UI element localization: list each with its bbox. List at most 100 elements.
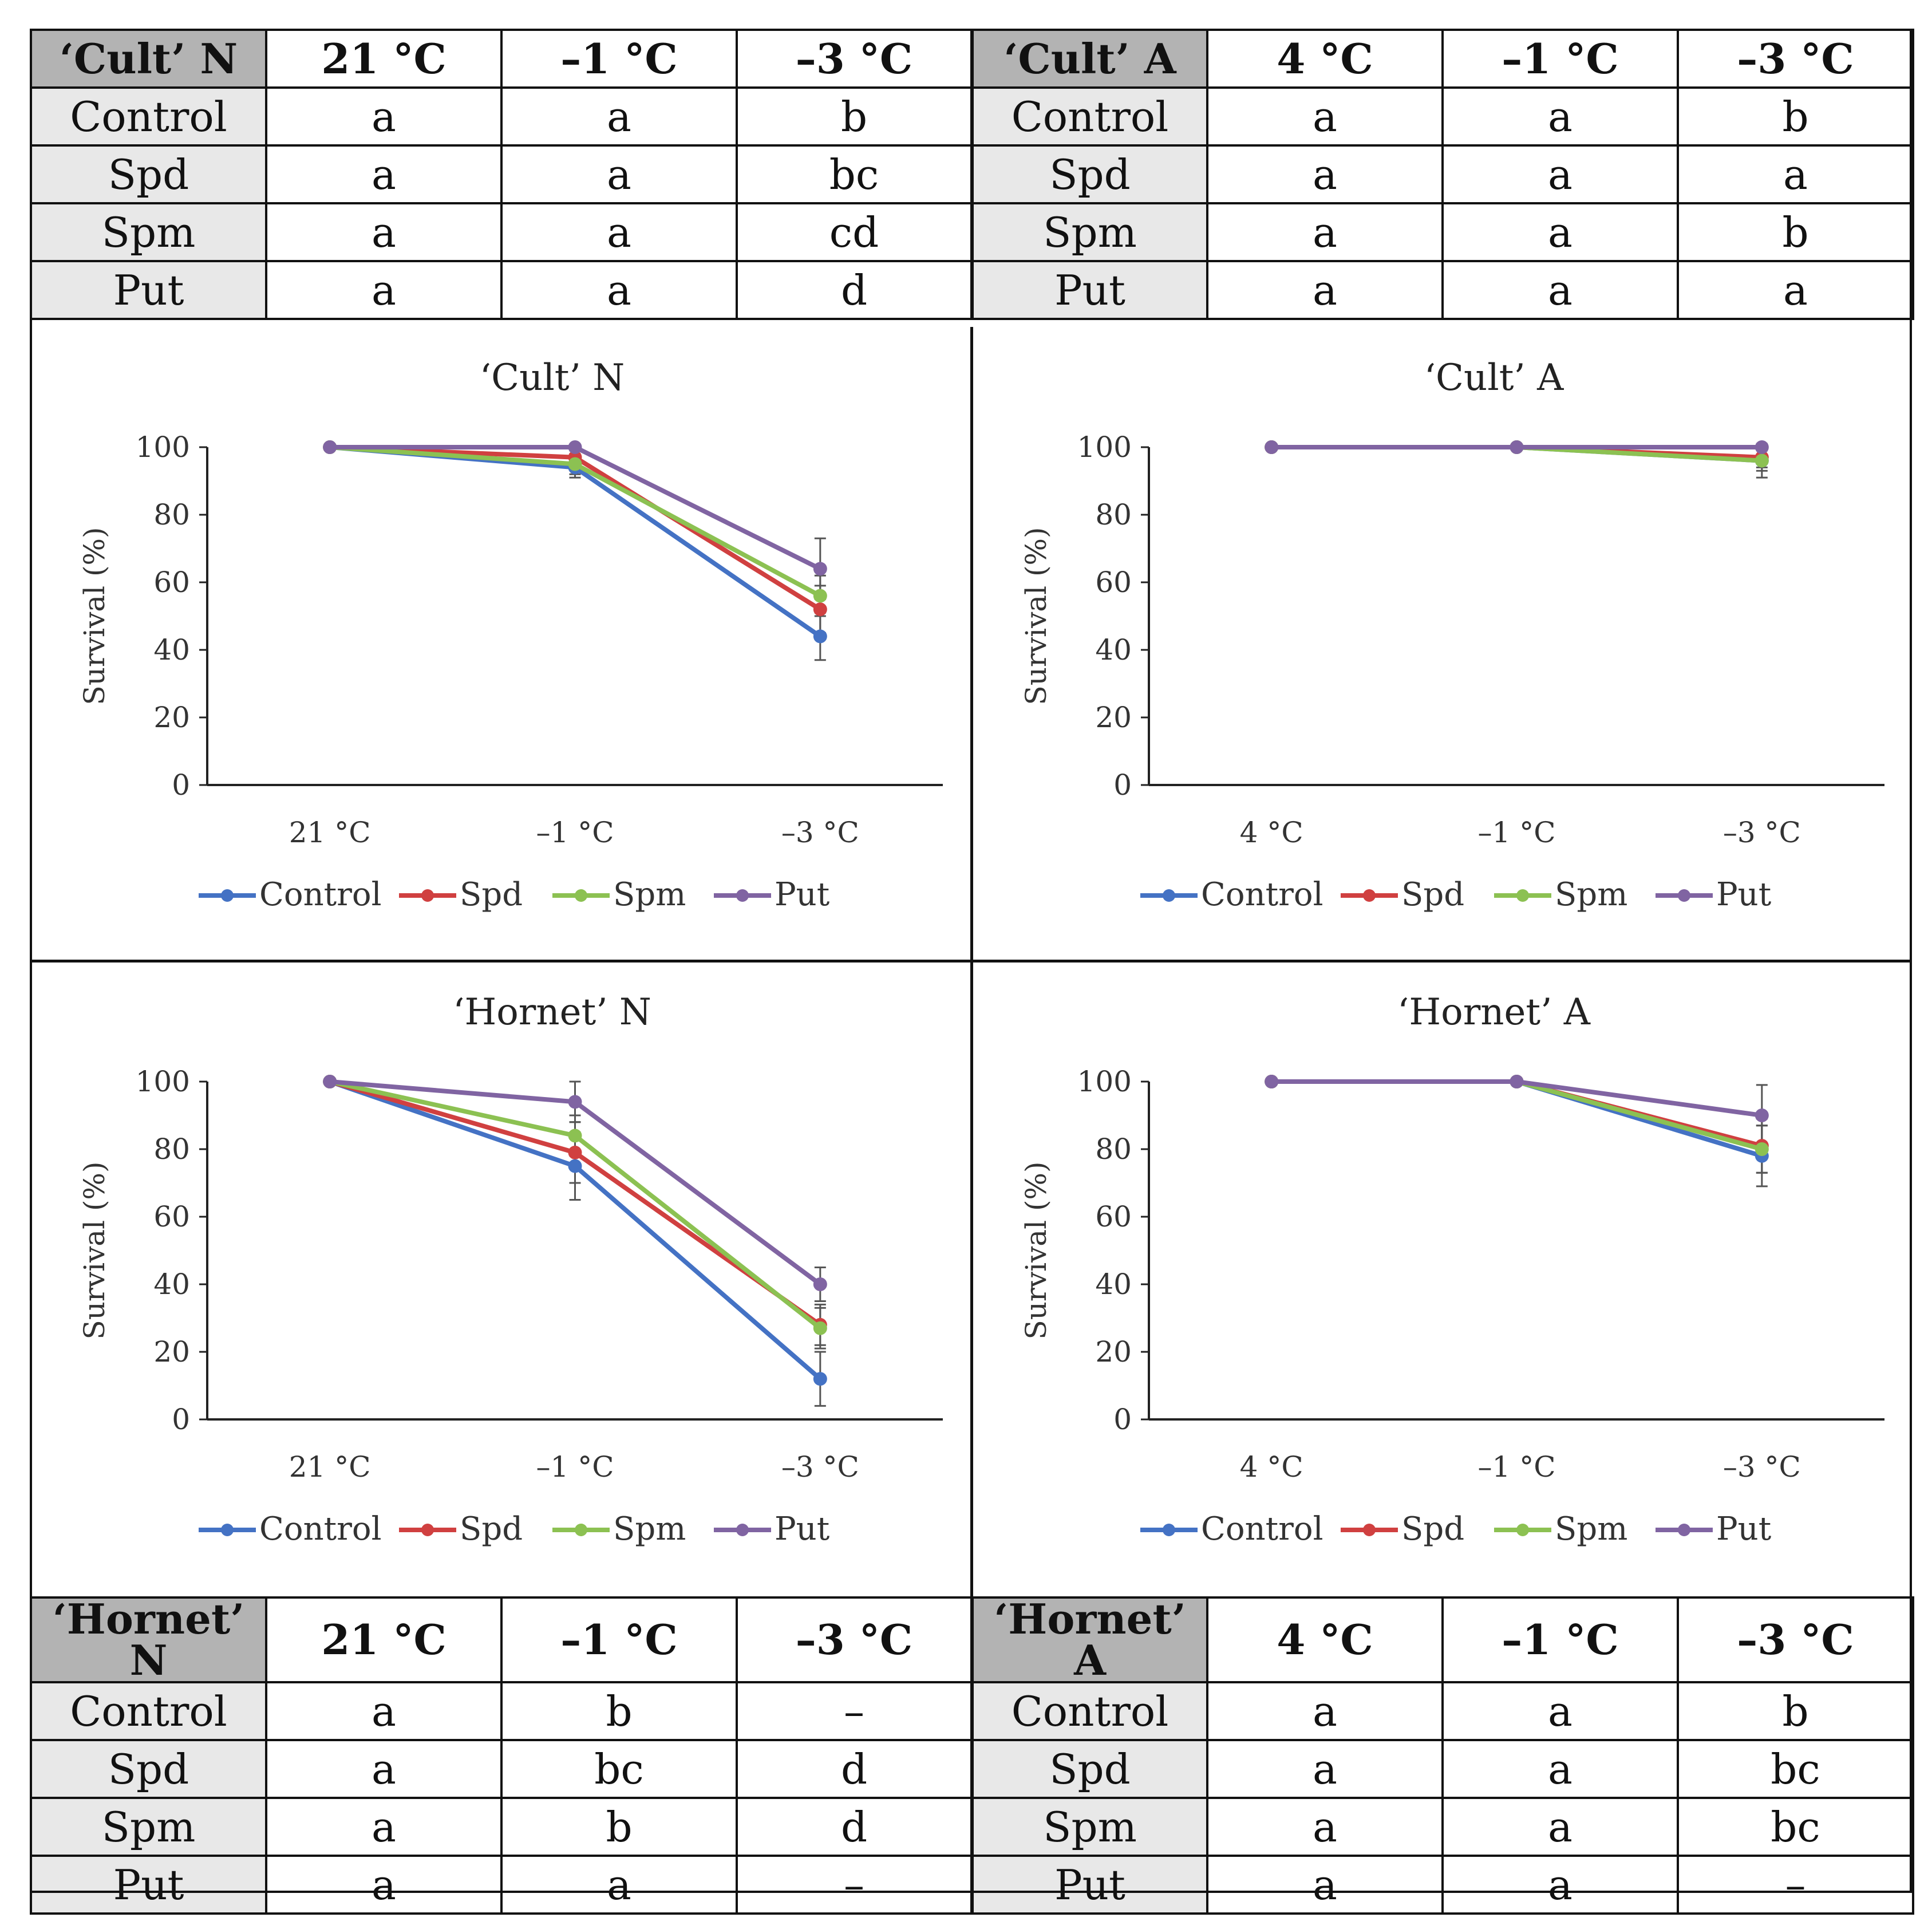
- legend-marker: [421, 889, 434, 902]
- y-tick-label: 60: [153, 1200, 190, 1233]
- data-point-put: [813, 1277, 827, 1291]
- legend-label: Spd: [460, 1510, 523, 1548]
- table-cell: a: [1206, 1797, 1444, 1857]
- table-cell: b: [1677, 202, 1914, 262]
- table-cell: d: [736, 1797, 973, 1857]
- table-cell: bc: [736, 144, 973, 204]
- table-cell: a: [265, 1681, 503, 1741]
- y-tick-label: 100: [136, 1065, 190, 1098]
- table-cell: –: [1677, 1855, 1914, 1915]
- legend-marker: [221, 889, 234, 902]
- table-cell: a: [1677, 144, 1914, 204]
- y-tick-label: 20: [1095, 701, 1132, 734]
- table-row: Put a a – Put a a –: [30, 1855, 1914, 1915]
- table-cell: a: [500, 202, 738, 262]
- table-header-cell: 4 °C: [1206, 1596, 1444, 1683]
- x-tick-label: –3 °C: [781, 1450, 859, 1484]
- legend-item-put: Put: [714, 876, 830, 913]
- table-cell: a: [1441, 1739, 1679, 1799]
- data-point-put: [1265, 1075, 1279, 1088]
- table-cell: a: [1206, 144, 1444, 204]
- y-axis-label: Survival (%): [78, 1161, 111, 1339]
- legend-label: Put: [775, 1510, 830, 1548]
- row-label: Control: [30, 1681, 267, 1741]
- x-tick-label: –3 °C: [1723, 1450, 1801, 1484]
- chart-panel-hornet-n: ‘Hornet’ N Survival (%) 0 20 40 60 80 100 21 °C –…: [30, 961, 970, 1596]
- legend-label: Spd: [1401, 1510, 1464, 1548]
- legend-marker: [1363, 1524, 1376, 1536]
- data-point-put: [568, 1095, 582, 1109]
- row-label: Spd: [970, 1739, 1208, 1799]
- x-tick-label: 4 °C: [1240, 816, 1303, 849]
- legend-label: Put: [775, 876, 830, 913]
- legend-item-spm: Spm: [1494, 876, 1627, 913]
- y-tick-label: 80: [153, 498, 190, 531]
- table-cell: cd: [736, 202, 973, 262]
- table-header-cell: –1 °C: [1441, 29, 1679, 89]
- chart-panel-cult-n: ‘Cult’ N Survival (%) 0 20 40 60 80 100 21 °C –1 …: [30, 327, 970, 960]
- data-point-spm: [568, 1129, 582, 1143]
- legend-item-put: Put: [1656, 876, 1772, 913]
- top-letters-table: ‘Cult’ N 21 °C –1 °C –3 °C ‘Cult’ A 4 °C…: [30, 29, 1914, 320]
- data-point-put: [1755, 440, 1769, 454]
- y-axis-label: Survival (%): [78, 527, 111, 705]
- legend-marker: [1678, 1524, 1690, 1536]
- legend-label: Spd: [460, 876, 523, 913]
- table-cell: bc: [1677, 1739, 1914, 1799]
- table-cell: a: [1206, 1855, 1444, 1915]
- legend-item-control: Control: [199, 1510, 382, 1548]
- row-label: Put: [30, 1855, 267, 1915]
- table-row: Spm a a cd Spm a a b: [30, 202, 1914, 262]
- table-cell: a: [1206, 260, 1444, 320]
- table-header-cell: –1 °C: [1441, 1596, 1679, 1683]
- chart-cult-a: ‘Cult’ A Survival (%) 0 20 40 60 80 100 4 °C –1 °…: [1020, 357, 1884, 913]
- row-label: Spm: [30, 202, 267, 262]
- x-tick-label: 21 °C: [289, 1450, 371, 1484]
- row-label: Spm: [970, 1797, 1208, 1857]
- y-tick-label: 80: [1095, 498, 1132, 531]
- table-row: Put a a d Put a a a: [30, 260, 1914, 320]
- legend-marker: [736, 1524, 749, 1536]
- legend-label: Spm: [613, 876, 686, 913]
- table-cell: a: [1206, 86, 1444, 147]
- row-label: Put: [970, 1855, 1208, 1915]
- table-cell: a: [265, 260, 503, 320]
- data-point-spm: [813, 589, 827, 603]
- legend-label: Put: [1716, 1510, 1772, 1548]
- data-point-put: [323, 440, 337, 454]
- table-header-cell: ‘Cult’ N: [30, 29, 267, 89]
- table-header-cell: –1 °C: [500, 29, 738, 89]
- y-tick-label: 100: [1077, 1065, 1132, 1098]
- legend-marker: [221, 1524, 234, 1536]
- y-tick-label: 0: [172, 768, 190, 802]
- legend-marker: [1163, 1524, 1175, 1536]
- bottom-letters-table: ‘Hornet’ N 21 °C –1 °C –3 °C ‘Hornet’ A …: [30, 1596, 1914, 1915]
- x-tick-label: –1 °C: [1478, 816, 1556, 849]
- row-label: Spd: [30, 144, 267, 204]
- y-tick-label: 100: [136, 431, 190, 464]
- table-cell: a: [1206, 202, 1444, 262]
- y-tick-label: 40: [153, 1268, 190, 1301]
- table-cell: a: [1206, 1739, 1444, 1799]
- table-header-cell: ‘Hornet’ A: [970, 1596, 1208, 1683]
- table-cell: a: [1441, 144, 1679, 204]
- table-cell: b: [1677, 1681, 1914, 1741]
- table-header-cell: –3 °C: [736, 1596, 973, 1683]
- table-cell: a: [265, 1855, 503, 1915]
- data-point-put: [1510, 1075, 1524, 1088]
- legend-label: Put: [1716, 876, 1772, 913]
- legend-label: Spm: [1555, 1510, 1627, 1548]
- figure-frame: [30, 29, 1912, 1893]
- row-label: Spm: [970, 202, 1208, 262]
- table-cell: a: [265, 86, 503, 147]
- legend-item-control: Control: [1140, 876, 1323, 913]
- table-cell: bc: [1677, 1797, 1914, 1857]
- table-cell: b: [500, 1797, 738, 1857]
- data-point-put: [568, 440, 582, 454]
- legend-label: Control: [259, 876, 382, 913]
- table-cell: b: [736, 86, 973, 147]
- table-cell: –: [736, 1681, 973, 1741]
- x-tick-label: –3 °C: [1723, 816, 1801, 849]
- table-header-cell: ‘Cult’ A: [970, 29, 1208, 89]
- legend-marker: [421, 1524, 434, 1536]
